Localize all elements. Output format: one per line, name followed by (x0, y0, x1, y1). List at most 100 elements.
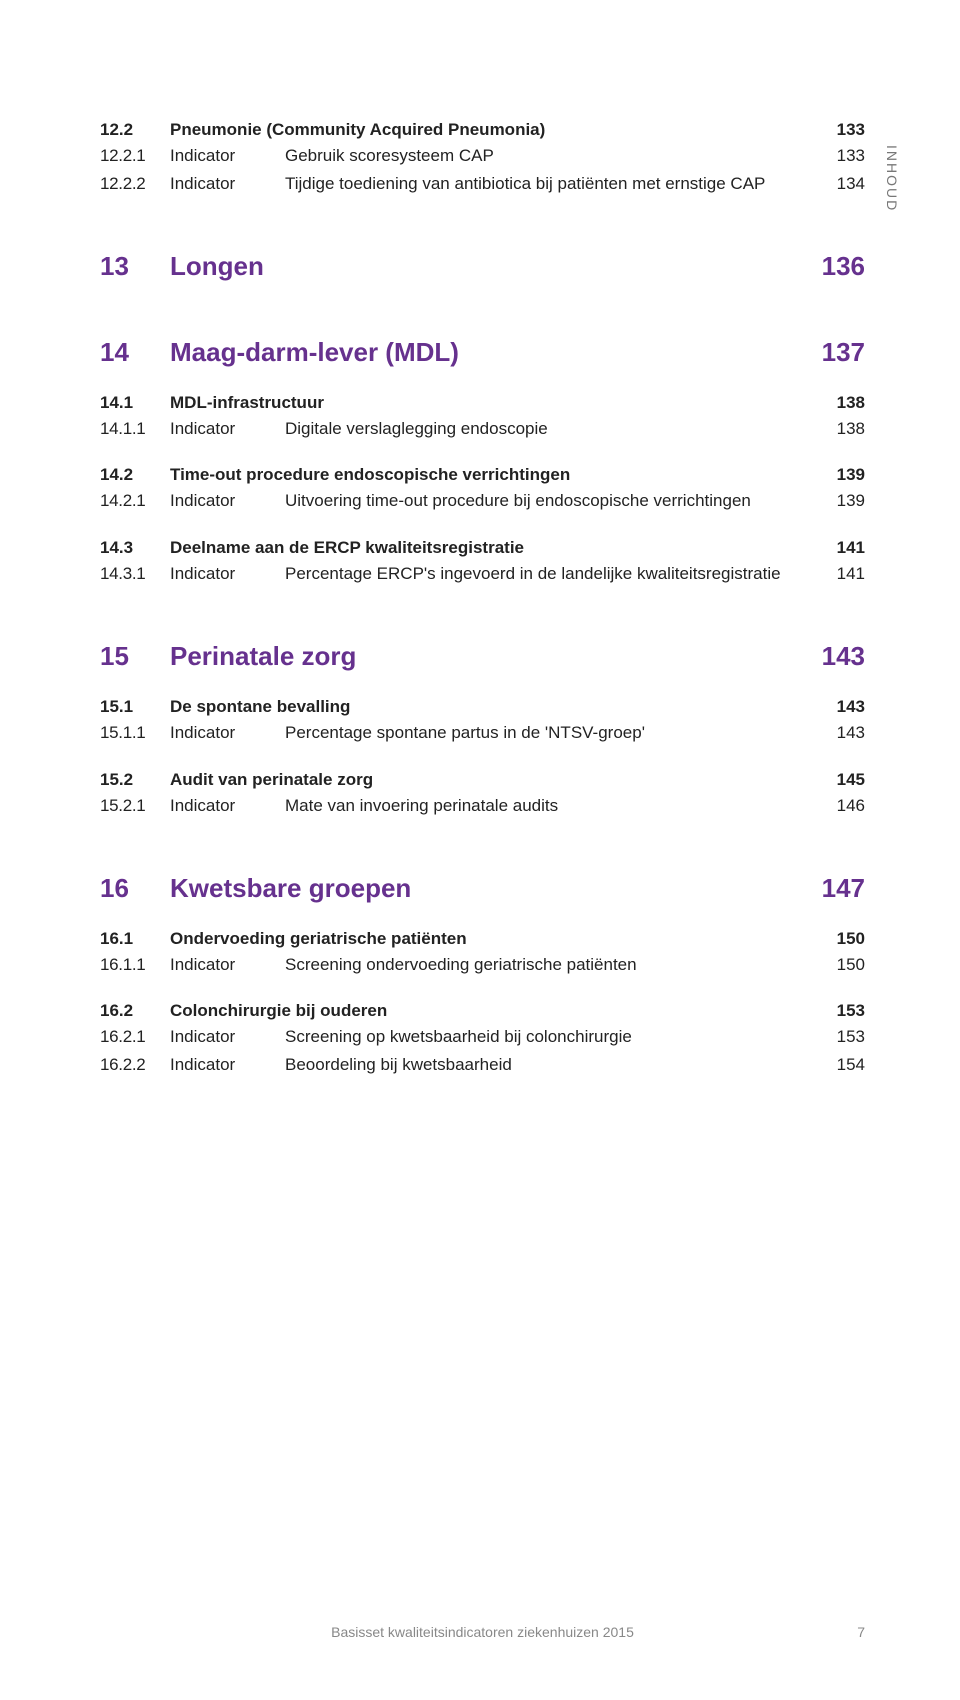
entry-title: Percentage ERCP's ingevoerd in de landel… (285, 562, 810, 586)
entry-number: 15.2 (100, 770, 170, 790)
entry-type: Indicator (170, 419, 285, 439)
entry-page: 153 (810, 1001, 865, 1021)
toc-row-chapter: 15Perinatale zorg143 (100, 641, 865, 672)
entry-type: Indicator (170, 174, 285, 194)
entry-title: Colonchirurgie bij ouderen (170, 1001, 810, 1021)
entry-title: Beoordeling bij kwetsbaarheid (285, 1053, 810, 1077)
entry-page: 154 (810, 1055, 865, 1075)
toc-row-indicator: 16.2.2IndicatorBeoordeling bij kwetsbaar… (100, 1053, 865, 1077)
toc-row-section: 16.1Ondervoeding geriatrische patiënten1… (100, 929, 865, 949)
toc-row-section: 14.3Deelname aan de ERCP kwaliteitsregis… (100, 538, 865, 558)
entry-page: 145 (810, 770, 865, 790)
entry-title: Pneumonie (Community Acquired Pneumonia) (170, 120, 810, 140)
entry-page: 150 (810, 955, 865, 975)
entry-type: Indicator (170, 491, 285, 511)
entry-page: 150 (810, 929, 865, 949)
toc-row-section: 15.1De spontane bevalling143 (100, 697, 865, 717)
toc-row-indicator: 15.2.1IndicatorMate van invoering perina… (100, 794, 865, 818)
toc-row-indicator: 12.2.1IndicatorGebruik scoresysteem CAP1… (100, 144, 865, 168)
entry-page: 139 (810, 465, 865, 485)
toc-row-chapter: 16Kwetsbare groepen147 (100, 873, 865, 904)
entry-page: 133 (810, 146, 865, 166)
entry-type: Indicator (170, 1027, 285, 1047)
entry-title: Percentage spontane partus in de 'NTSV-g… (285, 721, 810, 745)
toc-page: 12.2Pneumonie (Community Acquired Pneumo… (0, 0, 960, 1141)
toc-row-chapter: 14Maag-darm-lever (MDL)137 (100, 337, 865, 368)
entry-page: 134 (810, 174, 865, 194)
entry-type: Indicator (170, 955, 285, 975)
entry-title: Maag-darm-lever (MDL) (170, 337, 810, 368)
entry-title: Uitvoering time-out procedure bij endosc… (285, 489, 810, 513)
entry-page: 139 (810, 491, 865, 511)
entry-page: 138 (810, 419, 865, 439)
entry-page: 136 (810, 251, 865, 282)
entry-page: 138 (810, 393, 865, 413)
entry-number: 16 (100, 873, 170, 904)
entry-number: 16.1.1 (100, 955, 170, 975)
entry-number: 14.2.1 (100, 491, 170, 511)
entry-title: Screening op kwetsbaarheid bij colonchir… (285, 1025, 810, 1049)
entry-page: 137 (810, 337, 865, 368)
entry-title: Audit van perinatale zorg (170, 770, 810, 790)
entry-number: 15.1 (100, 697, 170, 717)
entry-title: Deelname aan de ERCP kwaliteitsregistrat… (170, 538, 810, 558)
entry-number: 13 (100, 251, 170, 282)
toc-row-section: 12.2Pneumonie (Community Acquired Pneumo… (100, 120, 865, 140)
toc-row-section: 15.2Audit van perinatale zorg145 (100, 770, 865, 790)
entry-title: MDL-infrastructuur (170, 393, 810, 413)
entry-number: 15.2.1 (100, 796, 170, 816)
entry-title: Gebruik scoresysteem CAP (285, 144, 810, 168)
toc-row-indicator: 14.1.1IndicatorDigitale verslaglegging e… (100, 417, 865, 441)
entry-number: 12.2.1 (100, 146, 170, 166)
entry-number: 16.1 (100, 929, 170, 949)
entry-title: Tijdige toediening van antibiotica bij p… (285, 172, 810, 196)
entry-type: Indicator (170, 564, 285, 584)
entry-number: 16.2 (100, 1001, 170, 1021)
entry-number: 14.3 (100, 538, 170, 558)
footer-page-number: 7 (857, 1624, 865, 1640)
entry-number: 16.2.2 (100, 1055, 170, 1075)
entry-number: 14.3.1 (100, 564, 170, 584)
entry-title: Time-out procedure endoscopische verrich… (170, 465, 810, 485)
toc-row-indicator: 14.2.1IndicatorUitvoering time-out proce… (100, 489, 865, 513)
entry-title: De spontane bevalling (170, 697, 810, 717)
entry-page: 147 (810, 873, 865, 904)
entry-page: 143 (810, 697, 865, 717)
entry-type: Indicator (170, 723, 285, 743)
entry-page: 141 (810, 564, 865, 584)
toc-row-indicator: 12.2.2IndicatorTijdige toediening van an… (100, 172, 865, 196)
toc-row-indicator: 16.2.1IndicatorScreening op kwetsbaarhei… (100, 1025, 865, 1049)
entry-title: Longen (170, 251, 810, 282)
toc-row-indicator: 15.1.1IndicatorPercentage spontane partu… (100, 721, 865, 745)
entry-title: Screening ondervoeding geriatrische pati… (285, 953, 810, 977)
entry-number: 15 (100, 641, 170, 672)
entry-title: Mate van invoering perinatale audits (285, 794, 810, 818)
entry-number: 14.2 (100, 465, 170, 485)
entry-type: Indicator (170, 796, 285, 816)
entry-number: 14.1.1 (100, 419, 170, 439)
entry-page: 133 (810, 120, 865, 140)
toc-row-section: 14.2Time-out procedure endoscopische ver… (100, 465, 865, 485)
footer-text: Basisset kwaliteitsindicatoren ziekenhui… (331, 1624, 634, 1640)
entry-page: 143 (810, 723, 865, 743)
entry-number: 16.2.1 (100, 1027, 170, 1047)
toc-row-section: 14.1MDL-infrastructuur138 (100, 393, 865, 413)
toc-row-section: 16.2Colonchirurgie bij ouderen153 (100, 1001, 865, 1021)
entry-title: Kwetsbare groepen (170, 873, 810, 904)
entry-page: 141 (810, 538, 865, 558)
entry-number: 15.1.1 (100, 723, 170, 743)
toc-row-indicator: 16.1.1IndicatorScreening ondervoeding ge… (100, 953, 865, 977)
entry-number: 12.2.2 (100, 174, 170, 194)
entry-number: 12.2 (100, 120, 170, 140)
entry-type: Indicator (170, 146, 285, 166)
entry-title: Ondervoeding geriatrische patiënten (170, 929, 810, 949)
entry-page: 153 (810, 1027, 865, 1047)
entry-page: 146 (810, 796, 865, 816)
entry-number: 14.1 (100, 393, 170, 413)
entry-number: 14 (100, 337, 170, 368)
entry-type: Indicator (170, 1055, 285, 1075)
entry-title: Digitale verslaglegging endoscopie (285, 417, 810, 441)
toc-row-chapter: 13Longen136 (100, 251, 865, 282)
entry-page: 143 (810, 641, 865, 672)
side-label: INHOUD (884, 145, 900, 212)
